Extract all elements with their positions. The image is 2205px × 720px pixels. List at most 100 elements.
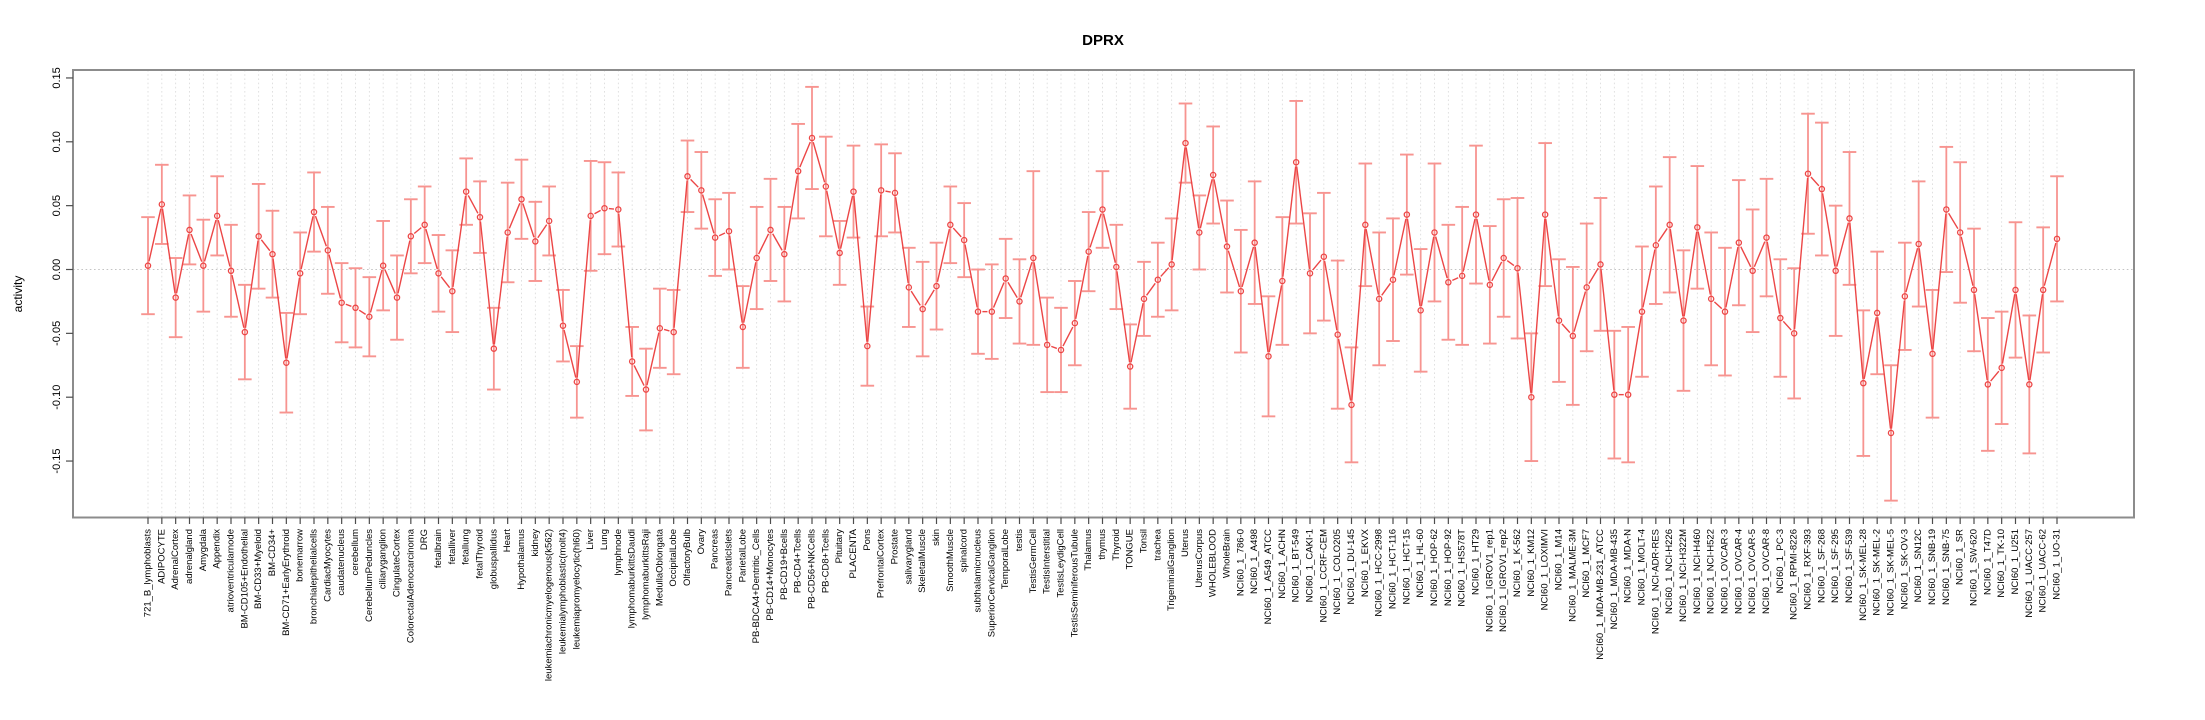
x-tick-label: OlfactoryBulb bbox=[682, 529, 693, 586]
x-tick-label: NCI60_1_SW-620 bbox=[1969, 529, 1980, 606]
data-point bbox=[974, 308, 982, 315]
data-point bbox=[1500, 254, 1507, 262]
x-tick-label: fetallung bbox=[461, 529, 472, 565]
series-line-segment bbox=[1020, 261, 1033, 298]
data-point bbox=[739, 323, 747, 331]
x-tick-label: 721_B_lymphoblasts bbox=[143, 529, 154, 617]
data-point bbox=[1306, 270, 1314, 277]
series-line-segment bbox=[853, 195, 868, 342]
data-point bbox=[227, 267, 235, 275]
x-tick-label: NCI60_1_ACHN bbox=[1277, 529, 1288, 599]
series-line-segment bbox=[1905, 248, 1919, 293]
x-tick-label: globuspallidus bbox=[488, 529, 499, 589]
series-line-segment bbox=[314, 215, 327, 247]
series-line-segment bbox=[1007, 281, 1018, 299]
series-line-segment bbox=[1051, 345, 1058, 350]
x-tick-label: NCI60_1_HCC-2998 bbox=[1374, 529, 1385, 617]
x-tick-label: NCI60_1_SK-MEL-28 bbox=[1858, 529, 1869, 621]
data-point bbox=[269, 250, 276, 258]
series-line-segment bbox=[1074, 255, 1089, 319]
x-tick-label: ciliaryganglion bbox=[378, 529, 389, 589]
x-tick-label: Appendix bbox=[212, 529, 223, 569]
x-tick-label: Prostate bbox=[890, 529, 901, 564]
series-line-segment bbox=[467, 195, 479, 214]
grid-layer bbox=[73, 70, 2134, 518]
chart-title: DPRX bbox=[1082, 32, 1124, 49]
data-point bbox=[628, 358, 636, 365]
series-line-segment bbox=[1821, 193, 1836, 267]
x-tick-label: BM-CD105+Endothelial bbox=[239, 529, 250, 629]
data-point bbox=[1528, 393, 1535, 401]
data-point bbox=[767, 226, 774, 234]
data-point bbox=[1555, 317, 1563, 324]
data-point bbox=[1818, 185, 1826, 193]
series-line-segment bbox=[244, 240, 259, 328]
x-tick-label: PB-CD14+Monocytes bbox=[765, 529, 776, 621]
x-tick-label: NCI60_1_HCT-116 bbox=[1388, 529, 1399, 609]
series-line-segment bbox=[1130, 303, 1144, 363]
data-point bbox=[449, 287, 456, 295]
x-tick-label: NCI60_1_SNB-75 bbox=[1941, 529, 1952, 605]
x-tick-label: NCI60_1_K-562 bbox=[1512, 529, 1523, 597]
series-line-segment bbox=[952, 227, 962, 238]
x-tick-label: leukemialymphoblastic(molt4) bbox=[558, 529, 569, 654]
series-layer bbox=[141, 85, 2064, 502]
data-point bbox=[1597, 261, 1604, 268]
x-tick-label: BM-CD34+ bbox=[267, 529, 278, 577]
data-point bbox=[213, 212, 221, 220]
series-line-segment bbox=[1462, 218, 1476, 272]
series-line-segment bbox=[1435, 236, 1448, 279]
data-point bbox=[684, 173, 691, 180]
x-tick-label: NCI60_1_SF-295 bbox=[1830, 529, 1841, 603]
series-line-segment bbox=[633, 365, 645, 386]
x-tick-label: NCI60_1_MDA-MB-231_ATCC bbox=[1595, 529, 1606, 660]
series-line-segment bbox=[358, 309, 367, 315]
data-point bbox=[1749, 267, 1756, 275]
data-point bbox=[1569, 332, 1577, 340]
x-tick-label: CerebellumPeduncles bbox=[364, 529, 375, 622]
series-line-segment bbox=[1530, 218, 1546, 393]
data-point bbox=[1154, 276, 1162, 283]
x-tick-label: Hypothalamus bbox=[516, 529, 527, 590]
data-point bbox=[725, 227, 733, 235]
data-point bbox=[1860, 379, 1867, 387]
x-tick-label: NCI60_1_KM12 bbox=[1526, 529, 1537, 597]
series-line-segment bbox=[992, 282, 1005, 308]
series-line-segment bbox=[522, 203, 535, 238]
x-tick-label: AdrenalCortex bbox=[170, 529, 181, 590]
data-point bbox=[1970, 286, 1978, 294]
data-point bbox=[518, 196, 525, 203]
data-point bbox=[504, 229, 511, 236]
data-point bbox=[1680, 317, 1687, 324]
x-tick-label: NCI60_1_A549_ATCC bbox=[1263, 529, 1274, 625]
data-point bbox=[1472, 211, 1480, 218]
series-line-segment bbox=[1393, 218, 1407, 276]
series-line-segment bbox=[1491, 261, 1503, 282]
series-line-segment bbox=[1876, 317, 1892, 429]
series-line-segment bbox=[594, 209, 601, 215]
data-point bbox=[656, 324, 664, 332]
data-point bbox=[1071, 319, 1079, 327]
series-line-segment bbox=[576, 220, 591, 378]
series-line-segment bbox=[1312, 259, 1322, 271]
series-line-segment bbox=[812, 142, 826, 183]
x-tick-label: ADIPOCYTE bbox=[156, 529, 167, 584]
x-tick-label: TestisSeminiferousTubule bbox=[1069, 529, 1080, 637]
data-point bbox=[1030, 254, 1037, 262]
data-point bbox=[2026, 381, 2033, 388]
x-tick-label: skin bbox=[931, 529, 942, 546]
x-tick-label: NCI60_1_M14 bbox=[1554, 529, 1565, 590]
x-tick-label: PB-BDCA4+Dentritic_Cells bbox=[751, 529, 762, 644]
x-tick-label: BM-CD71+EarlyErythroid bbox=[281, 529, 292, 636]
series-line-segment bbox=[1588, 267, 1599, 284]
data-point bbox=[283, 359, 290, 366]
series-line-segment bbox=[2029, 294, 2044, 381]
x-tick-label: Thyroid bbox=[1111, 529, 1122, 561]
data-point bbox=[1666, 221, 1673, 229]
x-tick-label: Liver bbox=[585, 529, 596, 550]
x-tick-label: NCI60_1_OVCAR-3 bbox=[1720, 529, 1731, 614]
x-tick-label: NCI60_1_DU-145 bbox=[1346, 529, 1357, 605]
data-point bbox=[933, 282, 940, 290]
data-point bbox=[379, 262, 387, 269]
series-line-segment bbox=[1697, 231, 1712, 295]
